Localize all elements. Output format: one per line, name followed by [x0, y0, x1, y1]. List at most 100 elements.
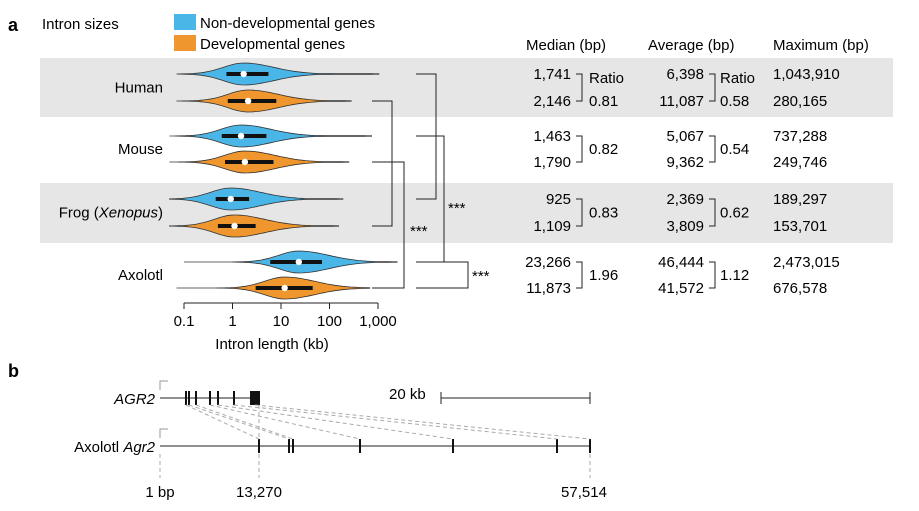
- agr2-axolotl-label: Axolotl Agr2: [74, 439, 156, 456]
- position-label: 13,270: [236, 484, 282, 501]
- legend-title: Intron sizes: [42, 16, 119, 33]
- median-value: 1,463: [533, 128, 571, 145]
- x-tick-label: 10: [273, 313, 290, 330]
- ratio-label: Ratio: [589, 70, 624, 87]
- ratio-bracket: [709, 135, 716, 163]
- violin-median: [227, 195, 234, 203]
- position-label: 57,514: [561, 484, 607, 501]
- violin: [176, 62, 380, 86]
- ratio-value: 0.81: [589, 93, 618, 110]
- violin-body: [176, 62, 380, 86]
- ratio-bracket: [709, 261, 716, 289]
- agr2-label: AGR2: [113, 391, 156, 408]
- ratio-bracket: [576, 73, 583, 102]
- maximum-value: 189,297: [773, 191, 827, 208]
- average-value: 41,572: [658, 280, 704, 297]
- median-value: 1,790: [533, 154, 571, 171]
- violin-median: [281, 284, 288, 292]
- x-tick-label: 0.1: [174, 313, 195, 330]
- violin-median: [237, 132, 245, 140]
- bracket-dev-human-frog: [372, 100, 393, 227]
- violin-body: [169, 124, 373, 148]
- ratio-bracket: [576, 261, 583, 289]
- homology-line: [217, 404, 454, 440]
- average-value: 5,067: [666, 128, 704, 145]
- significance-brackets: *** *** ***: [372, 73, 490, 289]
- significance-label: ***: [448, 200, 466, 217]
- violin-median: [231, 222, 238, 230]
- ratio-bracket: [576, 135, 583, 163]
- header-median: Median (bp): [526, 37, 606, 54]
- violin-median: [240, 70, 247, 78]
- ratio-value: 0.83: [589, 205, 618, 222]
- x-tick-label: 100: [317, 313, 342, 330]
- bracket-dev-mouse-axolotl: [372, 161, 405, 289]
- ratio-value: 1.12: [720, 267, 749, 284]
- homology-line: [209, 404, 361, 440]
- maximum-value: 1,043,910: [773, 66, 840, 83]
- maximum-value: 153,701: [773, 218, 827, 235]
- ratio-value: 0.58: [720, 93, 749, 110]
- average-value: 46,444: [658, 254, 704, 271]
- header-average: Average (bp): [648, 37, 734, 54]
- ratio-value: 0.82: [589, 141, 618, 158]
- median-value: 2,146: [533, 93, 571, 110]
- maximum-value: 737,288: [773, 128, 827, 145]
- violin-median: [241, 158, 249, 166]
- ratio-value: 0.62: [720, 205, 749, 222]
- x-tick-label: 1: [228, 313, 236, 330]
- median-value: 11,873: [526, 280, 571, 297]
- row-band: [40, 183, 893, 243]
- homology-line: [233, 404, 558, 440]
- violin-median: [295, 258, 303, 266]
- species-label: Human: [115, 80, 163, 97]
- header-maximum: Maximum (bp): [773, 37, 869, 54]
- homology-line: [188, 404, 290, 440]
- homology-line: [185, 404, 260, 440]
- violin: [184, 250, 398, 274]
- average-value: 3,809: [666, 218, 704, 235]
- maximum-value: 249,746: [773, 154, 827, 171]
- bands: [40, 58, 893, 243]
- maximum-value: 676,578: [773, 280, 827, 297]
- scale-bar-label: 20 kb: [389, 386, 426, 403]
- median-value: 1,741: [533, 66, 571, 83]
- agr2-tss-arrow: [159, 380, 168, 390]
- legend-swatch-non-dev: [174, 14, 196, 30]
- row-band: [40, 58, 893, 117]
- species-label: Axolotl: [118, 267, 163, 284]
- violin: [169, 124, 373, 148]
- x-axis-label: Intron length (kb): [215, 336, 328, 353]
- panel-b-letter: b: [8, 361, 19, 381]
- x-tick-label: 1,000: [359, 313, 397, 330]
- significance-label: ***: [410, 223, 428, 240]
- gene-structure-panel: AGR2 20 kb Axolotl Agr2 1 bp 13,270 57,514: [74, 380, 607, 501]
- maximum-value: 280,165: [773, 93, 827, 110]
- average-value: 11,087: [659, 93, 704, 110]
- violin-body: [168, 187, 344, 211]
- median-value: 925: [546, 191, 571, 208]
- average-value: 2,369: [666, 191, 704, 208]
- homology-line: [254, 404, 591, 440]
- ratio-value: 0.54: [720, 141, 749, 158]
- legend-label-dev: Developmental genes: [200, 36, 345, 53]
- ratio-label: Ratio: [720, 70, 755, 87]
- bracket-axolotl-pair: [416, 261, 469, 289]
- homology-line: [195, 404, 294, 440]
- ratio-bracket: [709, 198, 716, 227]
- ratio-value: 1.96: [589, 267, 618, 284]
- significance-label: ***: [472, 268, 490, 285]
- ratio-bracket: [576, 198, 583, 227]
- panel-a-letter: a: [8, 15, 19, 35]
- average-value: 6,398: [666, 66, 704, 83]
- median-value: 1,109: [533, 218, 571, 235]
- x-axis: 0.1 1 10 100 1,000: [174, 302, 397, 330]
- agr2-axolotl-tss-arrow: [159, 428, 168, 438]
- species-label: Mouse: [118, 141, 163, 158]
- agr2-exon: [250, 391, 260, 405]
- legend-swatch-dev: [174, 35, 196, 51]
- position-label: 1 bp: [145, 484, 174, 501]
- average-value: 9,362: [666, 154, 704, 171]
- species-labels: Human Mouse Frog (Xenopus) Axolotl: [59, 80, 163, 285]
